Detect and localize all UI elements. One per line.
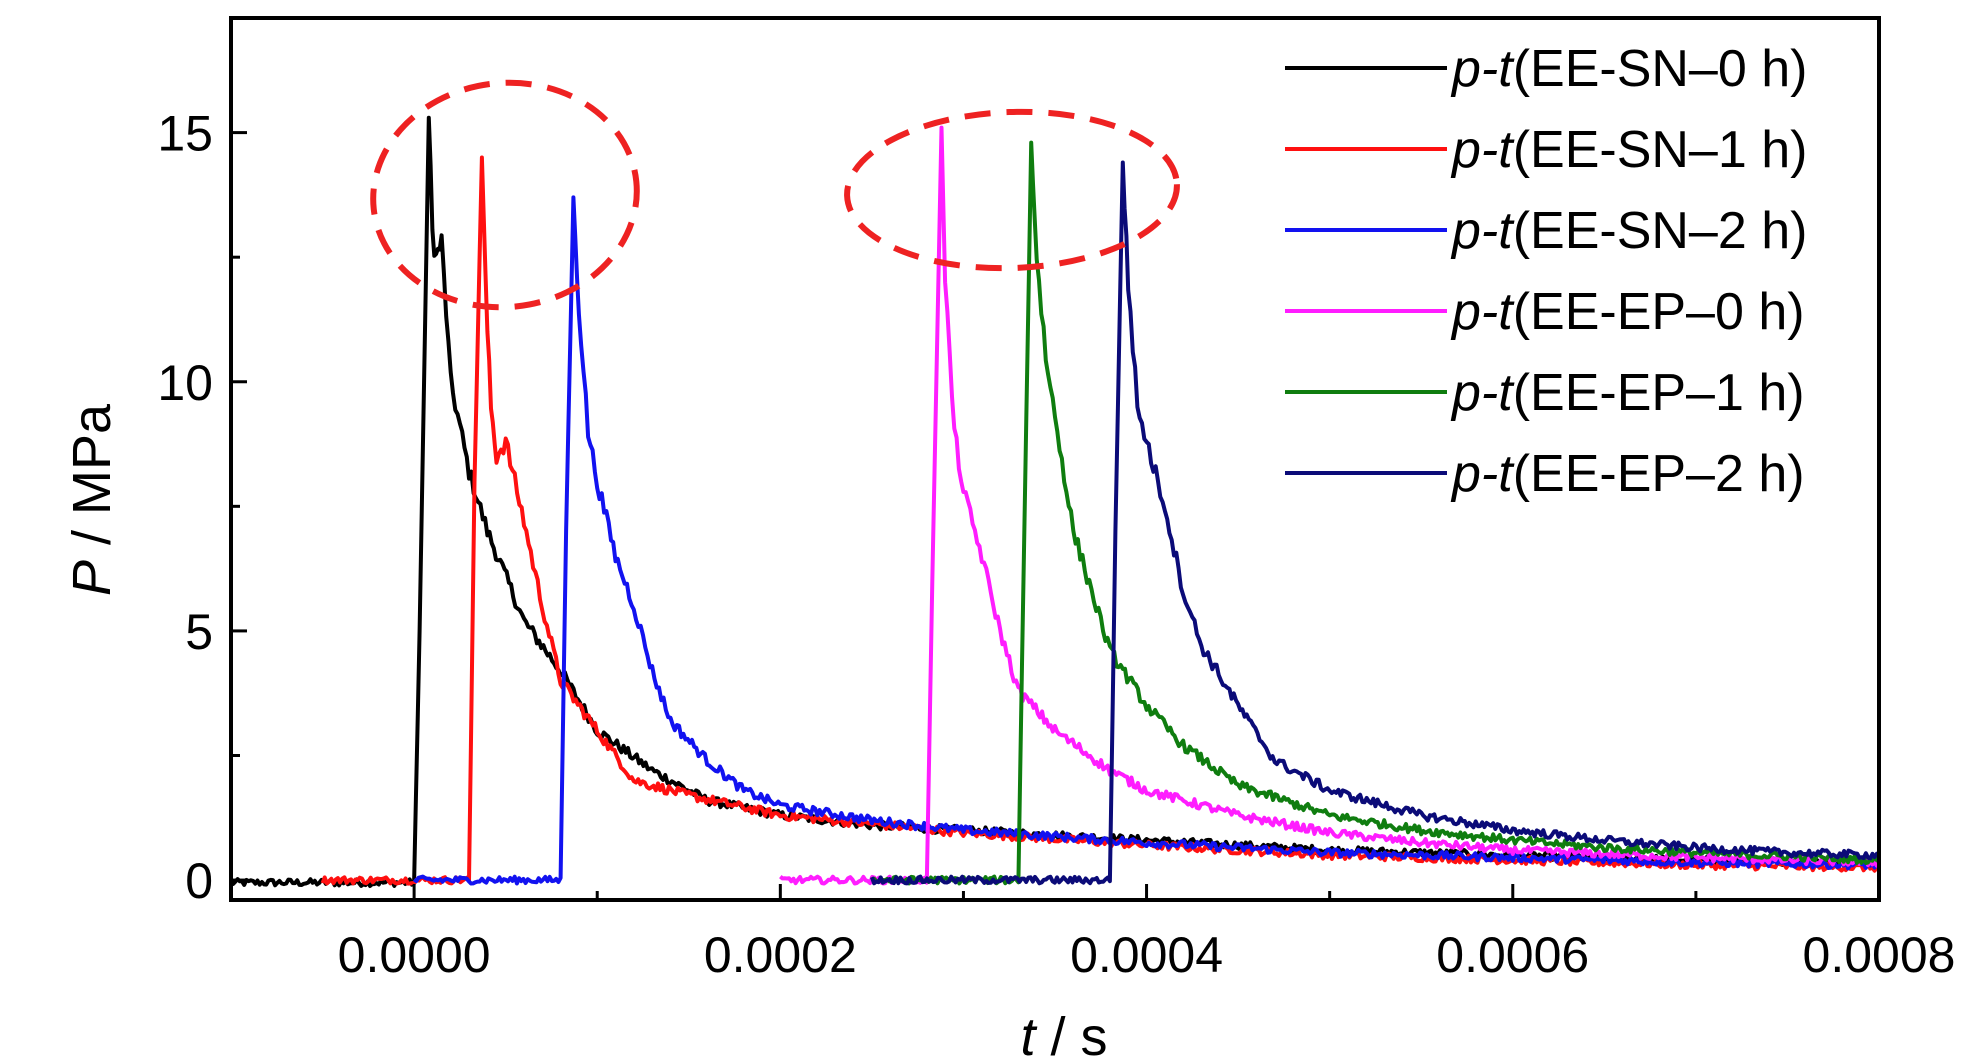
series-line-4 — [779, 125, 1879, 886]
legend-suffix: (EE-SN–0 h) — [1513, 40, 1808, 98]
legend-entry-3: p-t(EE-SN–2 h) — [1450, 202, 1807, 260]
annotation-layer — [370, 79, 1180, 311]
x-tick-label: 0.0008 — [1803, 927, 1956, 983]
x-tick-label: 0.0006 — [1436, 927, 1589, 983]
series-line-2 — [320, 155, 1879, 886]
x-axis-title: t / s — [1020, 1007, 1107, 1063]
legend-suffix: (EE-EP–0 h) — [1513, 283, 1805, 341]
y-tick-label: 15 — [157, 106, 213, 162]
peak-highlight-ellipse-right — [844, 108, 1180, 272]
legend-suffix: (EE-SN–2 h) — [1513, 202, 1808, 260]
y-axis-variable: P — [62, 560, 122, 596]
legend-suffix: (EE-EP–2 h) — [1513, 445, 1805, 503]
y-tick-label: 0 — [185, 853, 213, 909]
legend: p-t(EE-SN–0 h)p-t(EE-SN–1 h)p-t(EE-SN–2 … — [1285, 40, 1807, 503]
x-axis-unit: / s — [1036, 1007, 1108, 1063]
legend-entry-5: p-t(EE-EP–1 h) — [1450, 364, 1805, 422]
y-axis-unit: / MPa — [62, 403, 122, 560]
legend-entry-4: p-t(EE-EP–0 h) — [1450, 283, 1805, 341]
y-tick-label: 10 — [157, 355, 213, 411]
legend-prefix: p-t — [1450, 202, 1515, 260]
x-tick-label: 0.0000 — [338, 927, 491, 983]
legend-prefix: p-t — [1450, 121, 1515, 179]
legend-prefix: p-t — [1450, 445, 1515, 503]
axis-layer: 0.0000 0.0002 0.0004 0.0006 0.0008 0 5 10 15 — [157, 106, 1955, 983]
legend-entry-1: p-t(EE-SN–0 h) — [1450, 40, 1807, 98]
x-tick-label: 0.0004 — [1070, 927, 1223, 983]
series-line-6 — [870, 160, 1879, 886]
x-tick-label: 0.0002 — [704, 927, 857, 983]
series-line-3 — [412, 195, 1879, 886]
legend-entry-6: p-t(EE-EP–2 h) — [1450, 445, 1805, 503]
y-axis-title: P / MPa — [62, 403, 122, 596]
plot-frame — [229, 16, 1881, 902]
legend-entry-2: p-t(EE-SN–1 h) — [1450, 121, 1807, 179]
legend-prefix: p-t — [1450, 40, 1515, 98]
peak-highlight-ellipse-left — [370, 79, 640, 311]
legend-prefix: p-t — [1450, 364, 1515, 422]
y-tick-label: 5 — [185, 604, 213, 660]
series-layer — [231, 115, 1879, 888]
x-axis-variable: t — [1020, 1007, 1037, 1063]
legend-prefix: p-t — [1450, 283, 1515, 341]
legend-suffix: (EE-EP–1 h) — [1513, 364, 1805, 422]
legend-suffix: (EE-SN–1 h) — [1513, 121, 1808, 179]
